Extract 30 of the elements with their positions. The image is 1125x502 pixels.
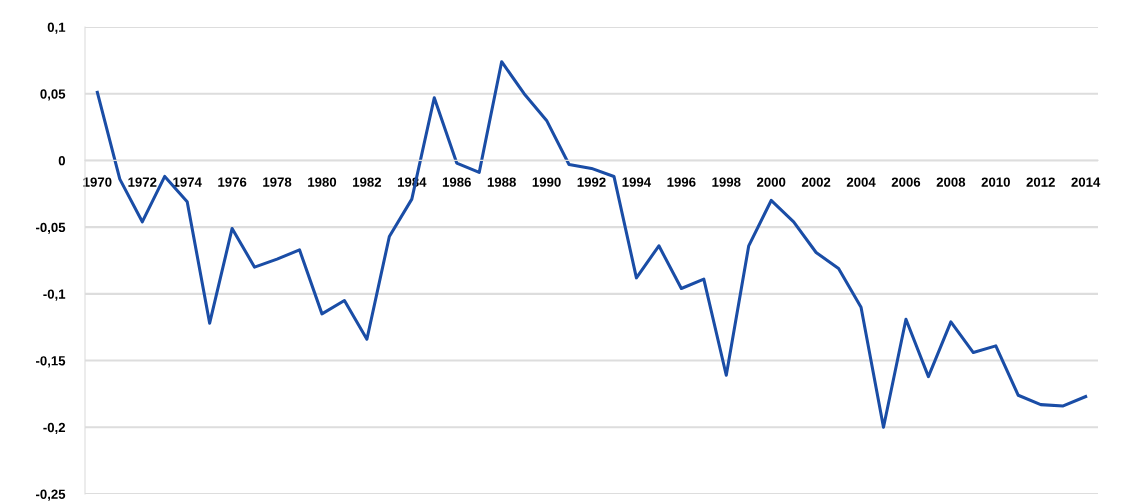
x-tick-label: 1990 [532, 177, 561, 187]
x-tick-label: 1978 [263, 177, 292, 187]
y-tick-label: 0 [58, 156, 66, 166]
y-tick-label: 0,1 [47, 22, 66, 34]
y-tick-label: -0,2 [43, 422, 66, 435]
y-tick-label: -0,05 [36, 222, 66, 234]
x-tick-label: 1972 [128, 177, 157, 187]
x-tick-label: 2014 [1071, 177, 1101, 187]
y-tick-label: -0,15 [36, 356, 66, 368]
x-tick-label: 1974 [173, 177, 202, 187]
y-tick-label: -0,25 [36, 489, 66, 501]
x-tick-label: 1998 [712, 177, 741, 187]
y-tick-label: -0,1 [43, 289, 66, 301]
x-tick-label: 2000 [756, 177, 786, 187]
x-tick-label: 1982 [353, 177, 382, 187]
x-tick-label: 2004 [846, 177, 876, 187]
x-tick-label: 2002 [801, 177, 831, 187]
x-tick-label: 2010 [981, 177, 1010, 187]
x-tick-label: 1980 [308, 177, 337, 187]
x-tick-label: 1970 [83, 177, 112, 187]
y-tick-label: 0,05 [40, 89, 66, 101]
x-tick-label: 1988 [487, 177, 516, 187]
x-tick-label: 1992 [577, 177, 606, 187]
x-tick-label: 1976 [218, 177, 247, 187]
x-tick-label: 2008 [936, 177, 966, 187]
x-tick-label: 1986 [442, 177, 471, 187]
x-tick-label: 1994 [622, 177, 652, 187]
x-tick-label: 2012 [1026, 177, 1055, 187]
x-tick-label: 1996 [667, 177, 696, 187]
x-tick-label: 2006 [891, 177, 921, 187]
